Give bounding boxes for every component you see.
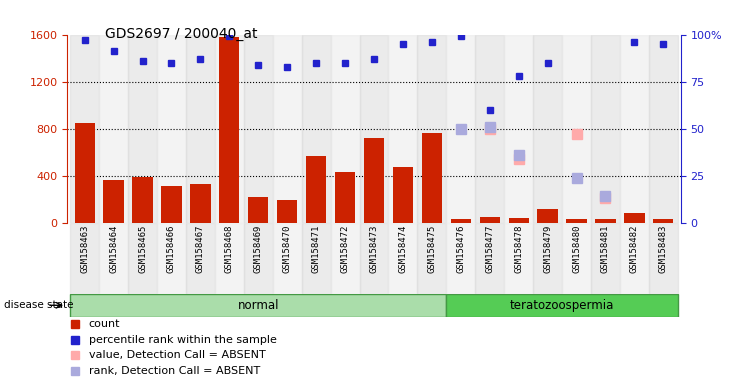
Bar	[591, 35, 620, 223]
Bar	[219, 37, 239, 223]
Text: count: count	[89, 319, 120, 329]
Bar	[70, 294, 447, 317]
Bar	[538, 209, 558, 223]
Bar	[190, 184, 210, 223]
Bar	[625, 214, 645, 223]
Text: rank, Detection Call = ABSENT: rank, Detection Call = ABSENT	[89, 366, 260, 376]
Bar	[335, 172, 355, 223]
Text: GSM158476: GSM158476	[456, 224, 465, 273]
Bar	[360, 223, 388, 294]
Text: teratozoospermia: teratozoospermia	[510, 299, 614, 312]
Bar	[75, 123, 95, 223]
Text: GSM158466: GSM158466	[167, 224, 176, 273]
Bar	[273, 35, 301, 223]
Bar	[595, 219, 616, 223]
Text: GSM158475: GSM158475	[427, 224, 436, 273]
Bar	[591, 223, 620, 294]
Bar	[562, 223, 591, 294]
Bar	[273, 223, 301, 294]
Text: GSM158472: GSM158472	[340, 224, 349, 273]
Bar	[331, 35, 360, 223]
Bar	[447, 35, 475, 223]
Text: GSM158463: GSM158463	[80, 224, 89, 273]
Text: GSM158474: GSM158474	[399, 224, 408, 273]
Bar	[504, 35, 533, 223]
Text: GSM158481: GSM158481	[601, 224, 610, 273]
Text: GSM158465: GSM158465	[138, 224, 147, 273]
Bar	[479, 217, 500, 223]
Bar	[162, 186, 182, 223]
Bar	[103, 180, 123, 223]
Text: GSM158479: GSM158479	[543, 224, 552, 273]
Bar	[244, 35, 273, 223]
Bar	[70, 35, 99, 223]
Text: GSM158480: GSM158480	[572, 224, 581, 273]
Text: GSM158478: GSM158478	[514, 224, 523, 273]
Text: GSM158470: GSM158470	[283, 224, 292, 273]
Bar	[393, 167, 413, 223]
Bar	[649, 223, 678, 294]
Text: disease state: disease state	[4, 300, 73, 310]
Bar	[132, 177, 153, 223]
Bar	[301, 223, 331, 294]
Bar	[99, 223, 128, 294]
Bar	[248, 197, 269, 223]
Bar	[533, 35, 562, 223]
Bar	[99, 35, 128, 223]
Bar	[186, 223, 215, 294]
Bar	[388, 35, 417, 223]
Bar	[277, 200, 297, 223]
Text: GDS2697 / 200040_at: GDS2697 / 200040_at	[105, 27, 257, 41]
Text: GSM158467: GSM158467	[196, 224, 205, 273]
Bar	[447, 223, 475, 294]
Bar	[562, 35, 591, 223]
Text: GSM158469: GSM158469	[254, 224, 263, 273]
Bar	[360, 35, 388, 223]
Bar	[620, 223, 649, 294]
Bar	[447, 294, 678, 317]
Text: GSM158473: GSM158473	[370, 224, 378, 273]
Bar	[417, 223, 447, 294]
Bar	[157, 35, 186, 223]
Bar	[128, 35, 157, 223]
Bar	[475, 223, 504, 294]
Bar	[306, 156, 326, 223]
Bar	[128, 223, 157, 294]
Text: GSM158477: GSM158477	[485, 224, 494, 273]
Bar	[186, 35, 215, 223]
Bar	[509, 218, 529, 223]
Text: percentile rank within the sample: percentile rank within the sample	[89, 334, 277, 344]
Bar	[331, 223, 360, 294]
Bar	[475, 35, 504, 223]
Bar	[620, 35, 649, 223]
Bar	[566, 219, 586, 223]
Text: GSM158482: GSM158482	[630, 224, 639, 273]
Bar	[301, 35, 331, 223]
Bar	[364, 138, 384, 223]
Text: GSM158471: GSM158471	[312, 224, 321, 273]
Bar	[244, 223, 273, 294]
Bar	[388, 223, 417, 294]
Text: GSM158468: GSM158468	[225, 224, 234, 273]
Bar	[504, 223, 533, 294]
Bar	[70, 223, 99, 294]
Bar	[215, 35, 244, 223]
Bar	[653, 219, 673, 223]
Bar	[422, 133, 442, 223]
Text: GSM158464: GSM158464	[109, 224, 118, 273]
Bar	[450, 219, 471, 223]
Bar	[215, 223, 244, 294]
Bar	[417, 35, 447, 223]
Text: value, Detection Call = ABSENT: value, Detection Call = ABSENT	[89, 350, 266, 360]
Text: normal: normal	[238, 299, 279, 312]
Bar	[533, 223, 562, 294]
Bar	[649, 35, 678, 223]
Bar	[157, 223, 186, 294]
Text: GSM158483: GSM158483	[659, 224, 668, 273]
